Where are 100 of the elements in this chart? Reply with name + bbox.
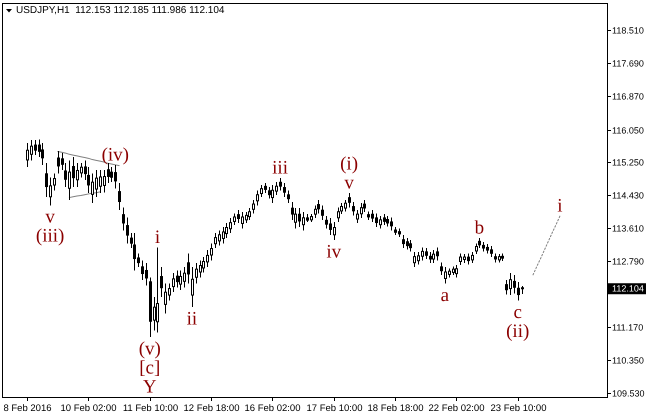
candlestick (68, 160, 71, 200)
candlestick (333, 222, 336, 241)
text: c (ii) (506, 302, 530, 342)
x-tick-label: 22 Feb 02:00 (428, 403, 484, 414)
candlestick (440, 262, 443, 276)
candlestick (241, 212, 244, 229)
candlestick (371, 210, 374, 223)
candlestick (122, 206, 125, 231)
text: i (154, 226, 160, 248)
candlestick (107, 162, 110, 184)
candlestick (264, 182, 267, 194)
candlestick (271, 184, 274, 204)
candlestick (34, 140, 37, 156)
candlestick (233, 212, 236, 226)
candlestick (329, 218, 332, 236)
candlestick (118, 182, 121, 211)
y-tick-label: 112.790 (612, 256, 644, 266)
x-tick-label: 23 Feb 10:00 (490, 403, 546, 414)
candlestick (95, 170, 98, 198)
text: a (440, 284, 450, 306)
candlestick (360, 202, 363, 219)
candlestick (471, 252, 474, 264)
candlestick (164, 282, 167, 314)
candlestick (409, 240, 412, 252)
candlestick (432, 250, 435, 264)
candlestick (191, 266, 194, 308)
candlestick (179, 270, 182, 291)
candlestick (168, 282, 171, 301)
text: (i) v (340, 154, 358, 194)
candlestick (218, 230, 221, 246)
candlestick (237, 210, 240, 224)
y-tick-label: 110.350 (612, 356, 644, 366)
candlestick (91, 172, 94, 204)
y-tick-label: 113.610 (612, 224, 644, 234)
candlestick (279, 178, 282, 191)
x-tick-label: 8 Feb 2016 (3, 403, 52, 414)
y-tick-label: 118.510 (612, 26, 644, 36)
candlestick (195, 262, 198, 284)
y-tick-label: 114.430 (612, 190, 644, 200)
candlestick (133, 232, 136, 271)
text: b (474, 217, 484, 238)
x-tick-label: 11 Feb 10:00 (122, 403, 178, 414)
candlestick (76, 162, 79, 188)
candlestick (429, 252, 432, 264)
candlestick (283, 182, 286, 198)
candlestick (268, 186, 271, 199)
candlestick (509, 272, 512, 296)
candlestick (187, 252, 190, 284)
candlestick (53, 172, 56, 191)
candlestick (80, 162, 83, 178)
candlestick (386, 216, 389, 227)
candlestick (444, 266, 447, 284)
candlestick (352, 202, 355, 216)
candlestick (406, 238, 409, 250)
candlestick (183, 266, 186, 288)
candlestick (298, 208, 301, 228)
candlestick (214, 232, 217, 249)
candlestick (57, 150, 60, 174)
x-tick-label: 12 Feb 18:00 (184, 403, 240, 414)
text: iii (272, 158, 288, 179)
y-tick-label: 115.250 (612, 158, 644, 168)
candlestick (436, 246, 439, 261)
candlestick (325, 216, 328, 229)
line-series (532, 216, 560, 276)
candlestick (145, 262, 148, 286)
y-tick-label: 111.170 (612, 322, 644, 332)
candlestick (348, 192, 351, 208)
candlestick (41, 142, 44, 166)
candlestick (206, 250, 209, 268)
text: (v) [c] Y (138, 338, 161, 398)
candlestick (513, 274, 516, 294)
candlestick (413, 252, 416, 268)
candlestick (459, 252, 462, 266)
candlestick (222, 226, 225, 244)
candlestick (344, 200, 347, 212)
candlestick (317, 200, 320, 214)
candlestick (275, 182, 278, 196)
candlestick (252, 200, 255, 214)
candlestick (45, 162, 48, 198)
candlestick (356, 210, 359, 224)
candlestick (337, 206, 340, 223)
candlestick (467, 252, 470, 265)
candlestick (26, 142, 29, 168)
candlestick (141, 260, 144, 281)
candlestick (379, 216, 382, 229)
text: iv (326, 242, 342, 263)
candlestick (176, 270, 179, 288)
candlestick (110, 166, 113, 183)
candlestick (302, 212, 305, 231)
x-tick-label: 18 Feb 18:00 (368, 403, 424, 414)
text: (iv) (102, 144, 130, 166)
candlestick (417, 252, 420, 265)
candlestick (402, 234, 405, 249)
candlestick (321, 204, 324, 221)
candlestick (486, 244, 489, 254)
text: 112.104 (612, 284, 644, 294)
x-tick-label: 17 Feb 10:00 (306, 403, 362, 414)
candlestick (245, 212, 248, 224)
chart-title: USDJPY,H1 112.153 112.185 111.986 112.104 (16, 5, 225, 16)
y-tick-label: 109.530 (612, 388, 645, 398)
